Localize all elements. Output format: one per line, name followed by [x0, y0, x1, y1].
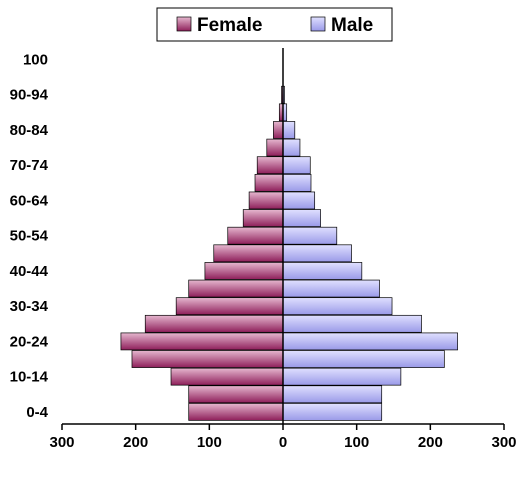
bar-female-15-19	[131, 350, 284, 368]
bar-female-5-9	[188, 385, 284, 404]
legend-label-female: Female	[197, 15, 262, 36]
x-tick-labels: 300 200 100 0 100 200 300	[49, 434, 516, 451]
x-tick-label: 0	[279, 434, 287, 451]
bar-male-55-59	[282, 209, 321, 227]
legend: Female Male	[156, 7, 393, 42]
category-label: 90-94	[10, 87, 49, 104]
bar-female-40-44	[204, 262, 284, 280]
bar-female-55-59	[242, 209, 284, 227]
bar-male-10-14	[282, 367, 402, 386]
bars-layer	[120, 85, 458, 421]
bar-male-75-79	[282, 138, 301, 157]
bar-female-75-79	[266, 138, 284, 157]
category-label: 30-34	[10, 298, 49, 315]
bar-male-15-19	[282, 350, 445, 368]
bar-male-30-34	[282, 297, 393, 316]
x-tick-label: 300	[491, 434, 516, 451]
bar-male-35-39	[282, 279, 380, 298]
bar-male-70-74	[282, 156, 311, 175]
category-label: 40-44	[10, 263, 49, 280]
legend-box	[156, 7, 393, 42]
bar-female-0-4	[188, 403, 284, 421]
bar-male-5-9	[282, 385, 383, 404]
bar-female-45-49	[213, 244, 284, 263]
legend-swatch-female	[176, 16, 192, 32]
bar-male-80-84	[282, 121, 296, 139]
category-label: 60-64	[10, 192, 49, 209]
bar-female-25-29	[144, 314, 284, 333]
legend-swatch-male	[310, 16, 326, 32]
bar-male-60-64	[282, 191, 316, 210]
bar-male-45-49	[282, 244, 352, 263]
bar-male-20-24	[282, 332, 458, 351]
category-labels: 0-4 10-14 20-24 30-34 40-44 50-54 60-64 70-74 80…	[10, 52, 49, 421]
bar-female-35-39	[188, 279, 284, 298]
bar-female-80-84	[273, 121, 284, 139]
category-label: 10-14	[10, 369, 49, 386]
bar-male-65-69	[282, 173, 312, 192]
axis-layer	[61, 48, 505, 430]
category-label: 100	[23, 52, 48, 69]
category-label: 20-24	[10, 333, 49, 350]
x-tick-label: 300	[49, 434, 74, 451]
x-tick-label: 200	[123, 434, 148, 451]
bar-male-25-29	[282, 314, 422, 333]
bar-female-60-64	[248, 191, 284, 210]
bar-male-40-44	[282, 262, 363, 280]
x-tick-label: 100	[197, 434, 222, 451]
category-label: 0-4	[26, 404, 48, 421]
bar-female-30-34	[175, 297, 284, 316]
bar-female-50-54	[227, 226, 284, 245]
x-tick-label: 200	[418, 434, 443, 451]
x-tick-label: 100	[344, 434, 369, 451]
bar-female-65-69	[254, 173, 284, 192]
bar-female-70-74	[256, 156, 284, 175]
bar-male-50-54	[282, 226, 338, 245]
category-label: 50-54	[10, 228, 49, 245]
bar-female-10-14	[170, 367, 284, 386]
category-label: 70-74	[10, 157, 49, 174]
category-label: 80-84	[10, 122, 49, 139]
bar-male-0-4	[282, 403, 383, 421]
legend-label-male: Male	[331, 15, 373, 36]
bar-female-20-24	[120, 332, 284, 351]
